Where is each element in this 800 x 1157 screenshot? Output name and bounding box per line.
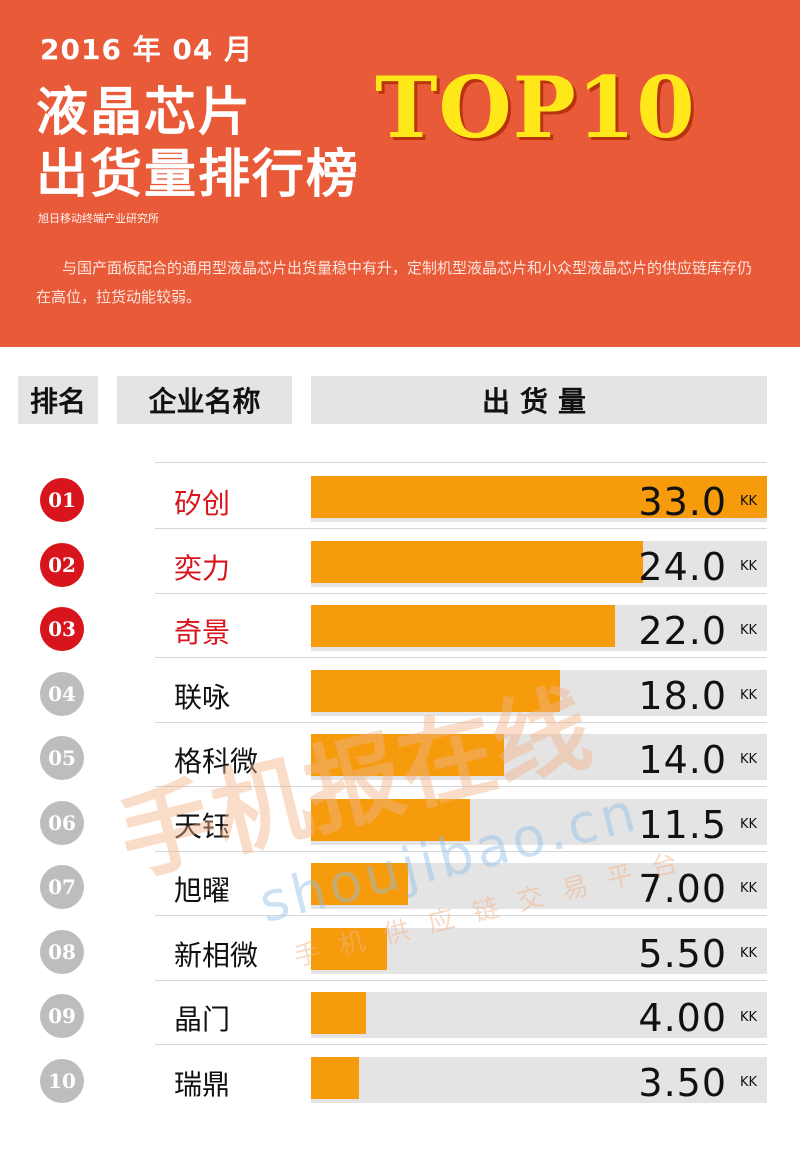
shipment-bar — [311, 863, 408, 905]
unit-label: KK — [739, 1074, 757, 1090]
unit-label: KK — [739, 494, 757, 509]
shipment-value: 33.0 — [638, 480, 727, 524]
top10-badge: TOP10 — [375, 58, 696, 157]
unit-label: KK — [739, 687, 757, 703]
company-name: 矽创 — [174, 487, 231, 520]
bar-track: 7.00 KK — [311, 863, 767, 911]
column-header-rank: 排名 — [18, 376, 98, 424]
column-header-company: 企业名称 — [117, 376, 292, 424]
company-name: 联咏 — [174, 680, 231, 714]
title-line-1: 液晶芯片 — [36, 83, 253, 143]
report-date: 2016 年 04 月 — [40, 33, 254, 66]
company-name: 旭曜 — [174, 874, 231, 907]
rank-badge: 09 — [40, 994, 84, 1038]
chart-row: 04 联咏 18.0 KK — [0, 669, 800, 734]
shipment-value: 5.50 — [638, 931, 727, 976]
rank-badge: 03 — [40, 607, 84, 651]
shipment-bar — [311, 798, 470, 841]
chart-row: 06 天钰 11.5 KK — [0, 798, 800, 863]
shipment-value: 14.0 — [638, 738, 727, 782]
shipment-bar — [311, 927, 387, 970]
shipment-bar — [311, 605, 615, 647]
bar-track: 14.0 KK — [311, 734, 767, 782]
rank-badge: 05 — [40, 736, 84, 780]
bar-track: 18.0 KK — [311, 669, 767, 718]
company-name: 奕力 — [174, 551, 231, 585]
bar-track: 11.5 KK — [311, 798, 767, 847]
row-separator — [155, 979, 767, 981]
shipment-bar — [311, 992, 367, 1034]
chart-row: 05 格科微 14.0 KK — [0, 734, 800, 798]
shipment-bar — [311, 734, 505, 776]
row-separator — [155, 915, 767, 916]
title-line-2: 出货量排行榜 — [36, 145, 361, 205]
unit-label: KK — [739, 623, 757, 638]
rank-badge: 10 — [40, 1058, 84, 1103]
shipment-value: 24.0 — [638, 544, 727, 589]
shipment-value: 7.00 — [638, 867, 727, 911]
rank-badge: 08 — [40, 929, 84, 974]
column-header-shipment: 出货量 — [311, 376, 767, 424]
bar-track: 22.0 KK — [311, 605, 767, 653]
bar-track: 24.0 KK — [311, 540, 767, 589]
bar-track: 3.50 KK — [311, 1056, 767, 1105]
unit-label: KK — [739, 558, 757, 574]
rank-badge: 01 — [40, 478, 84, 522]
company-name: 天钰 — [174, 809, 231, 843]
row-separator — [155, 1044, 767, 1045]
company-name: 新相微 — [174, 938, 259, 972]
unit-label: KK — [739, 945, 757, 961]
unit-label: KK — [739, 881, 757, 896]
shipment-value: 22.0 — [638, 609, 727, 653]
chart-row: 07 旭曜 7.00 KK — [0, 863, 800, 927]
bar-track: 33.0 KK — [311, 476, 767, 524]
company-name: 晶门 — [174, 1003, 231, 1036]
chart-row: 02 奕力 24.0 KK — [0, 540, 800, 605]
unit-label: KK — [739, 816, 757, 832]
chart-row: 10 瑞鼎 3.50 KK — [0, 1056, 800, 1121]
row-separator — [155, 528, 767, 529]
row-separator — [155, 462, 767, 463]
bar-track: 5.50 KK — [311, 927, 767, 976]
chart-row: 03 奇景 22.0 KK — [0, 605, 800, 669]
description-text: 与国产面板配合的通用型液晶芯片出货量稳中有升，定制机型液晶芯片和小众型液晶芯片的… — [36, 259, 753, 306]
shipment-value: 4.00 — [638, 996, 727, 1040]
unit-label: KK — [739, 1010, 757, 1025]
row-separator — [155, 592, 767, 594]
row-separator — [155, 850, 767, 852]
rank-badge: 06 — [40, 800, 84, 845]
row-separator — [155, 657, 767, 658]
chart-row: 09 晶门 4.00 KK — [0, 992, 800, 1056]
shipment-value: 18.0 — [638, 673, 727, 718]
shipment-value: 3.50 — [638, 1060, 727, 1105]
chart-row: 08 新相微 5.50 KK — [0, 927, 800, 992]
rank-badge: 04 — [40, 671, 84, 716]
source-label: 旭日移动终端产业研究所 — [38, 212, 159, 225]
shipment-bar — [311, 1056, 360, 1099]
company-name: 格科微 — [174, 745, 259, 778]
rank-badge: 02 — [40, 542, 84, 587]
shipment-bar — [311, 476, 767, 518]
shipment-bar — [311, 540, 643, 583]
chart-row: 01 矽创 33.0 KK — [0, 476, 800, 540]
company-name: 奇景 — [174, 616, 231, 649]
shipment-bar — [311, 669, 560, 712]
unit-label: KK — [739, 752, 757, 767]
rank-badge: 07 — [40, 865, 84, 909]
company-name: 瑞鼎 — [174, 1067, 231, 1101]
header-banner: 2016 年 04 月 液晶芯片 出货量排行榜 TOP10 旭日移动终端产业研究… — [0, 0, 800, 347]
bar-track: 4.00 KK — [311, 992, 767, 1040]
shipment-value: 11.5 — [638, 802, 727, 847]
row-separator — [155, 786, 767, 787]
row-separator — [155, 721, 767, 723]
